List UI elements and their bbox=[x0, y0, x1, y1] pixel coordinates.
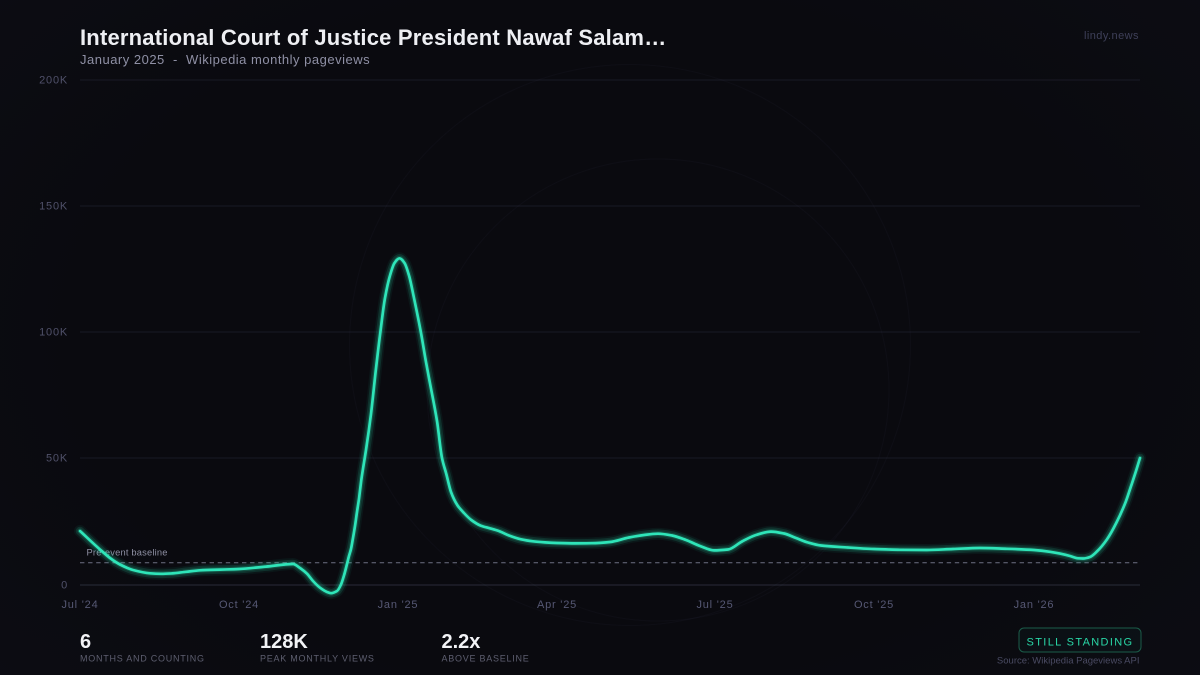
svg-text:200K: 200K bbox=[39, 75, 68, 87]
svg-text:Jan '25: Jan '25 bbox=[378, 599, 419, 611]
svg-text:MONTHS AND COUNTING: MONTHS AND COUNTING bbox=[80, 654, 205, 664]
svg-text:128K: 128K bbox=[260, 631, 308, 653]
svg-text:Oct '24: Oct '24 bbox=[219, 599, 259, 611]
svg-text:Jul '25: Jul '25 bbox=[696, 599, 733, 611]
svg-text:January 2025 - Wikipedia mon: January 2025 - Wikipedia monthly pagevie… bbox=[80, 52, 370, 67]
svg-text:Apr '25: Apr '25 bbox=[537, 599, 577, 611]
svg-text:Source: Wikipedia Pageviews AP: Source: Wikipedia Pageviews API bbox=[997, 655, 1140, 666]
svg-text:STILL STANDING: STILL STANDING bbox=[1027, 637, 1134, 649]
svg-text:150K: 150K bbox=[39, 201, 68, 213]
svg-text:Oct '25: Oct '25 bbox=[854, 599, 894, 611]
svg-text:0: 0 bbox=[61, 580, 68, 592]
svg-text:International Court of Justice: International Court of Justice President… bbox=[80, 25, 666, 50]
svg-text:lindy.news: lindy.news bbox=[1084, 30, 1139, 42]
svg-text:PEAK MONTHLY VIEWS: PEAK MONTHLY VIEWS bbox=[260, 654, 375, 664]
svg-text:50K: 50K bbox=[46, 453, 68, 465]
svg-text:ABOVE BASELINE: ABOVE BASELINE bbox=[442, 654, 530, 664]
svg-text:Jul '24: Jul '24 bbox=[61, 599, 98, 611]
svg-text:Pre-event baseline: Pre-event baseline bbox=[87, 548, 168, 558]
svg-text:2.2x: 2.2x bbox=[442, 631, 481, 653]
svg-text:100K: 100K bbox=[39, 327, 68, 339]
svg-text:Jan '26: Jan '26 bbox=[1014, 599, 1055, 611]
svg-text:6: 6 bbox=[80, 631, 91, 653]
